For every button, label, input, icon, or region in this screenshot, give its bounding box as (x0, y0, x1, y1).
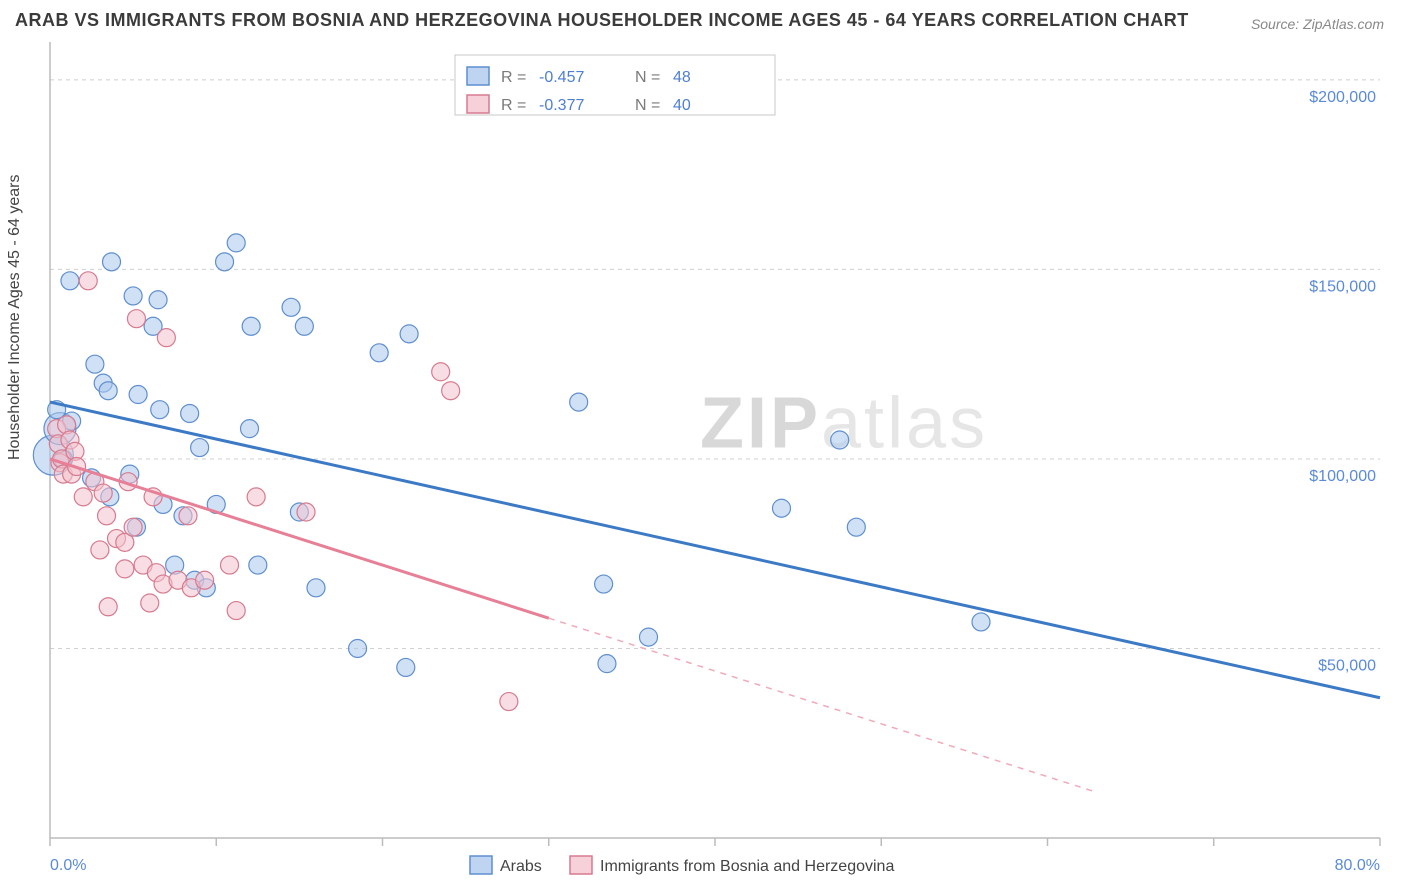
correlation-scatter-chart: $50,000 $100,000 $150,000 $200,000 ZIPatlas 0… (0, 0, 1406, 892)
scatter-point-pink (247, 488, 265, 506)
scatter-point-pink (227, 602, 245, 620)
scatter-point-blue (400, 325, 418, 343)
y-tick-label: $150,000 (1309, 278, 1376, 295)
stats-swatch (467, 95, 489, 113)
scatter-point-blue (349, 639, 367, 657)
scatter-point-pink (297, 503, 315, 521)
scatter-point-blue (149, 291, 167, 309)
scatter-point-pink (99, 598, 117, 616)
stats-r-label: R = (501, 97, 526, 114)
scatter-point-blue (831, 431, 849, 449)
trendline-pink-extrap (549, 618, 1098, 792)
scatter-point-blue (397, 658, 415, 676)
scatter-point-pink (432, 363, 450, 381)
scatter-point-pink (179, 507, 197, 525)
y-tick-label: $200,000 (1309, 89, 1376, 106)
scatter-point-blue (241, 420, 259, 438)
scatter-point-blue (570, 393, 588, 411)
scatter-point-pink (442, 382, 460, 400)
scatter-point-pink (94, 484, 112, 502)
scatter-point-pink (98, 507, 116, 525)
scatter-point-blue (773, 499, 791, 517)
x-max-label: 80.0% (1335, 857, 1380, 874)
legend-swatch (570, 856, 592, 874)
stats-n-label: N = (635, 97, 660, 114)
scatter-point-blue (227, 234, 245, 252)
x-min-label: 0.0% (50, 857, 86, 874)
y-tick-label: $50,000 (1318, 657, 1376, 674)
scatter-point-pink (74, 488, 92, 506)
scatter-point-blue (847, 518, 865, 536)
scatter-point-blue (181, 404, 199, 422)
scatter-point-blue (598, 655, 616, 673)
scatter-point-pink (141, 594, 159, 612)
scatter-point-blue (295, 317, 313, 335)
scatter-point-blue (86, 355, 104, 373)
scatter-point-blue (249, 556, 267, 574)
scatter-point-pink (79, 272, 97, 290)
scatter-point-pink (124, 518, 142, 536)
scatter-point-pink (500, 693, 518, 711)
scatter-point-pink (196, 571, 214, 589)
scatter-point-blue (242, 317, 260, 335)
scatter-point-blue (972, 613, 990, 631)
scatter-point-blue (124, 287, 142, 305)
stats-n-value: 40 (673, 97, 691, 114)
scatter-point-pink (116, 560, 134, 578)
scatter-point-blue (282, 298, 300, 316)
scatter-point-pink (127, 310, 145, 328)
scatter-point-pink (91, 541, 109, 559)
scatter-point-blue (216, 253, 234, 271)
stats-r-value: -0.377 (539, 97, 584, 114)
legend-swatch (470, 856, 492, 874)
scatter-point-blue (370, 344, 388, 362)
scatter-point-blue (103, 253, 121, 271)
scatter-point-blue (307, 579, 325, 597)
y-tick-label: $100,000 (1309, 468, 1376, 485)
watermark: ZIPatlas (700, 384, 988, 464)
scatter-point-blue (595, 575, 613, 593)
scatter-point-blue (129, 386, 147, 404)
scatter-point-pink (221, 556, 239, 574)
scatter-point-blue (99, 382, 117, 400)
scatter-point-pink (157, 329, 175, 347)
scatter-point-blue (640, 628, 658, 646)
stats-n-value: 48 (673, 69, 691, 86)
stats-r-label: R = (501, 69, 526, 86)
stats-r-value: -0.457 (539, 69, 584, 86)
scatter-point-blue (151, 401, 169, 419)
legend-label: Immigrants from Bosnia and Herzegovina (600, 858, 894, 875)
scatter-point-blue (61, 272, 79, 290)
stats-n-label: N = (635, 69, 660, 86)
stats-swatch (467, 67, 489, 85)
legend-label: Arabs (500, 858, 542, 875)
scatter-point-blue (191, 439, 209, 457)
